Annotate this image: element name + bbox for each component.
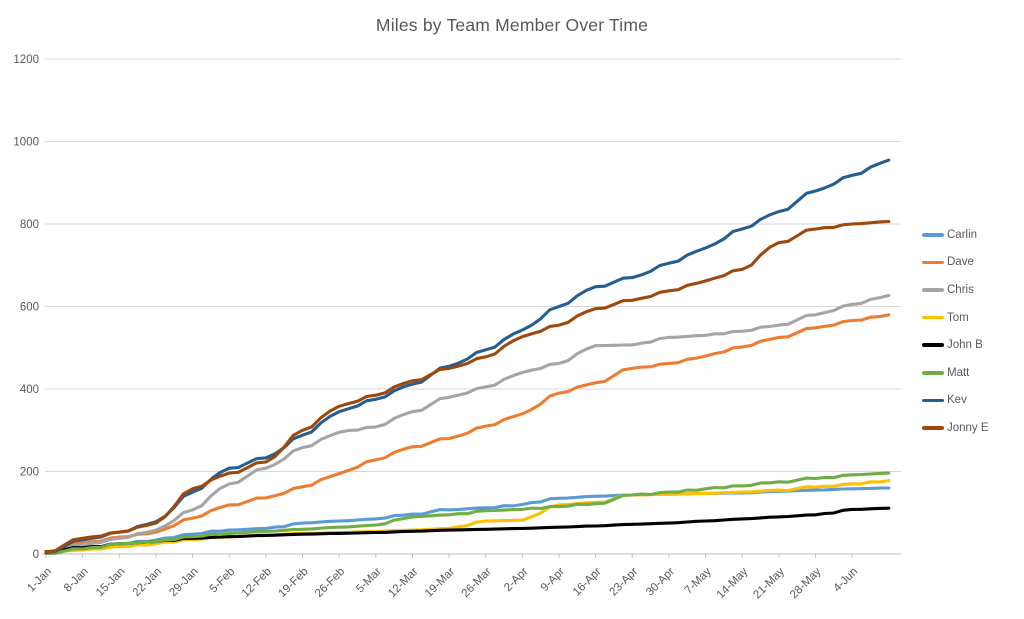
x-axis-labels: 1-Jan 8-Jan 15-Jan 22-Jan 29-Jan 5-Feb 12-Feb 1… [25,565,860,601]
x-tick-label: 22-Jan [131,566,164,599]
x-tick-label: 29-Jan [167,566,200,599]
x-tick-label: 5-Mar [354,566,384,596]
x-tick-label: 12-Mar [386,566,420,600]
legend-label: Tom [947,311,969,324]
legend-swatch [922,343,944,347]
legend-item-carlin: Carlin [922,221,989,249]
legend-swatch [922,315,944,320]
y-tick-label: 1000 [13,137,39,149]
x-tick-label: 7-May [683,565,714,596]
y-tick-label: 800 [20,219,39,231]
x-tick-label: 19-Mar [423,566,457,600]
legend-swatch [922,426,944,430]
x-tick-label: 16-Apr [571,566,604,599]
legend-item-jonny-e: Jonny E [922,414,989,442]
series-line-chris [44,293,891,555]
x-tick-label: 28-May [788,565,824,601]
legend-label: Matt [947,366,970,379]
legend-swatch [922,233,944,237]
legend-label: Carlin [947,228,978,241]
x-tick-label: 12-Feb [240,566,274,600]
x-tick-label: 15-Jan [94,566,127,599]
legend-label: Dave [947,256,974,269]
x-tick-label: 26-Mar [460,566,494,600]
legend-item-kev: Kev [922,387,989,415]
y-tick-label: 1200 [13,54,39,66]
series-line-kev [44,158,891,555]
x-tick-label: 14-May [715,565,751,601]
legend-item-matt: Matt [922,359,989,387]
legend-item-dave: Dave [922,249,989,277]
legend-item-chris: Chris [922,276,989,304]
x-tick-label: 8-Jan [62,566,91,595]
x-tick-label: 4-Jun [831,566,860,595]
x-tick-label: 19-Feb [276,566,310,600]
x-tick-label: 21-May [751,565,787,601]
x-tick-label: 23-Apr [607,566,640,599]
legend-item-tom: Tom [922,304,989,332]
gridlines [45,58,901,472]
x-axis [42,553,901,558]
legend: Carlin Dave Chris Tom John B Matt Kev Jonny E [922,221,989,442]
y-tick-label: 200 [20,467,39,479]
legend-label: Kev [947,394,967,407]
legend-swatch [922,288,944,292]
legend-label: Jonny E [947,421,989,434]
x-tick-label: 5-Feb [208,566,238,596]
y-tick-label: 0 [33,549,39,561]
y-tick-label: 600 [20,302,39,314]
x-tick-label: 1-Jan [25,566,54,595]
legend-item-john-b: John B [922,331,989,359]
x-tick-label: 26-Feb [313,566,347,600]
series-line-jonny-e [44,219,891,554]
chart-title: Miles by Team Member Over Time [375,15,649,35]
series-line-matt [44,471,891,555]
y-tick-label: 400 [20,384,39,396]
legend-swatch [922,398,944,403]
x-tick-label: 30-Apr [644,566,677,599]
legend-label: Chris [947,283,974,296]
series-line-dave [44,313,891,555]
legend-label: John B [947,339,983,352]
y-axis-labels: 0 200 400 600 800 1000 1200 [13,54,39,561]
x-tick-label: 2-Apr [502,566,530,594]
legend-swatch [922,370,944,375]
legend-swatch [922,260,944,265]
x-tick-label: 9-Apr [539,566,567,594]
